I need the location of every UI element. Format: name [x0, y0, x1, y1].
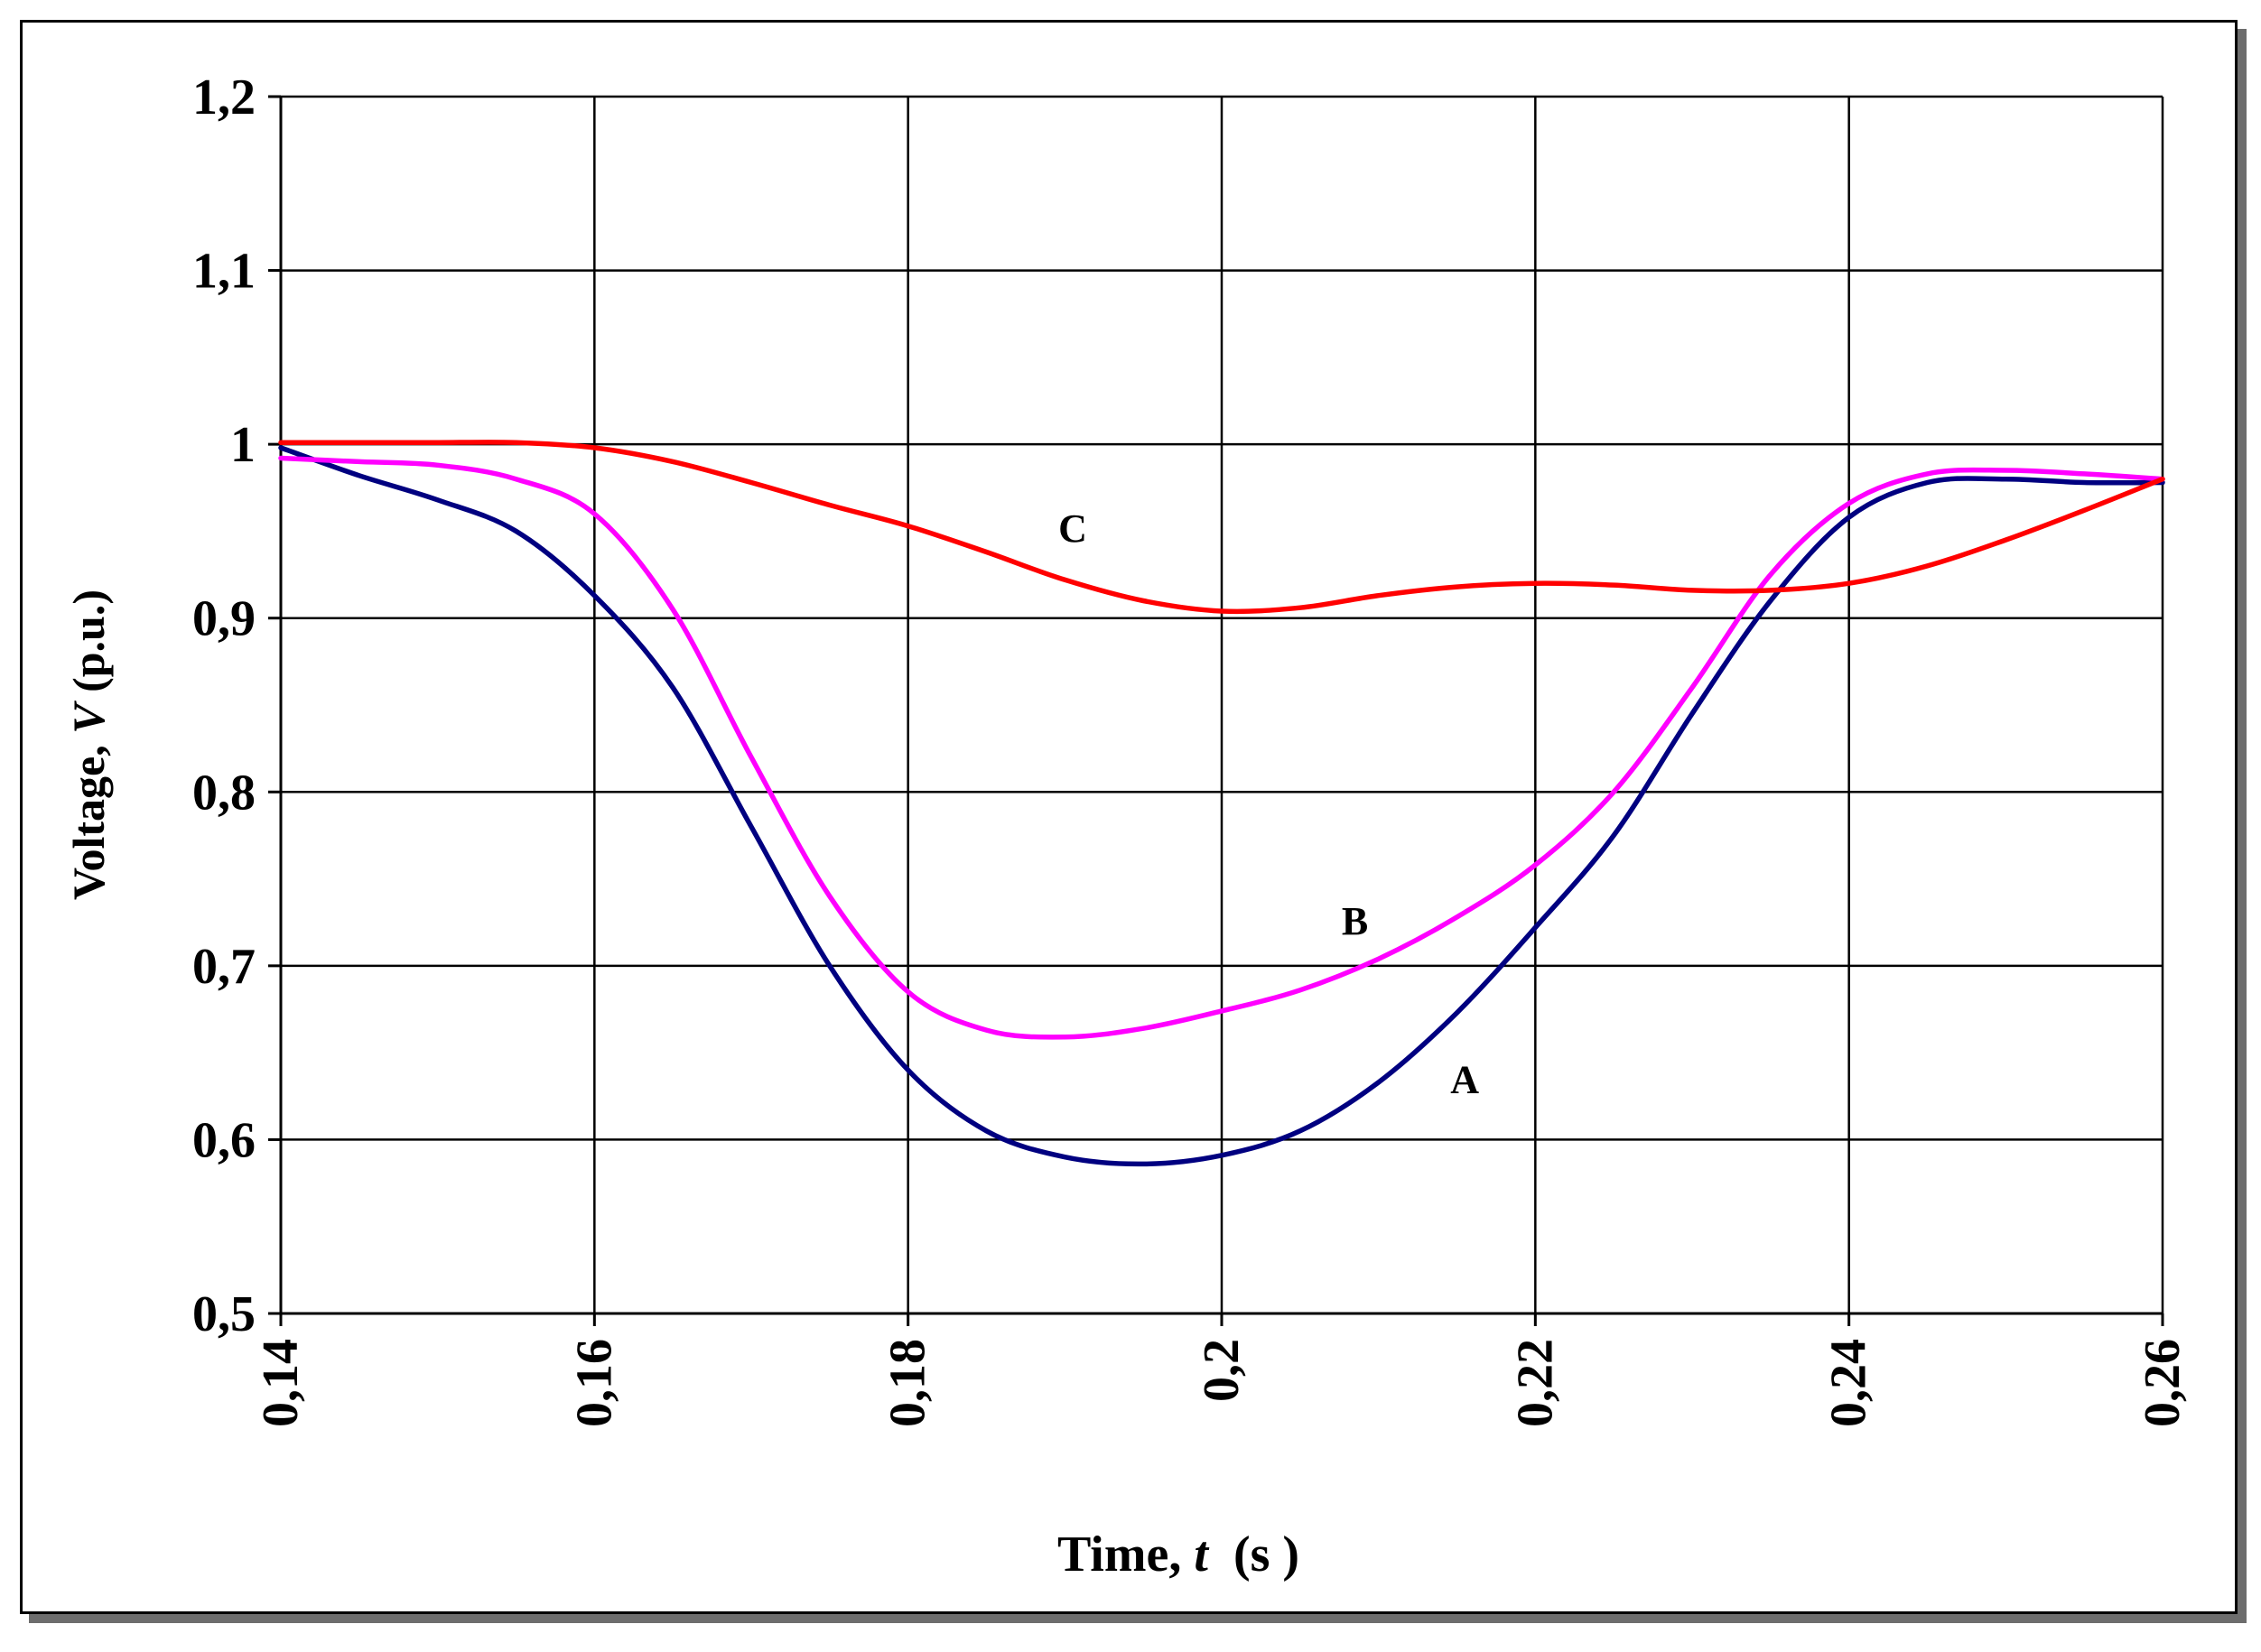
x-tick-label: 0,2 [1194, 1339, 1250, 1402]
series-label-C: C [1058, 506, 1087, 551]
y-tick-label: 1,1 [192, 244, 256, 300]
chart-frame: 0,5 0,6 0,7 0,8 0,9 1 1,1 1,2 0,14 0,16 0,18 0,2 0,… [20, 20, 2238, 1614]
y-tick-label: 0,6 [192, 1112, 256, 1168]
axes [268, 95, 2164, 1326]
series-labels: A B C [1058, 506, 1479, 1101]
x-axis-label-prefix: Time, [1057, 1527, 1194, 1582]
x-axis-label: Time, t (s ) [1057, 1527, 1299, 1582]
voltage-time-chart: 0,50,60,70,80,911,11,2 0,14 0,16 0,18 0,2 0,… [63, 70, 2191, 1582]
y-tick-label: 1 [230, 417, 256, 473]
series-line-C [278, 440, 2165, 615]
grid-lines [279, 95, 2164, 1315]
series-line-A [278, 445, 2165, 1167]
y-tick-label: 0,8 [192, 765, 256, 821]
y-axis-label-suffix: (p.u.) [63, 589, 114, 703]
series-line-B [278, 455, 2165, 1040]
x-tick-label: 0,24 [1821, 1339, 1877, 1427]
y-tick-label: 0,5 [192, 1286, 256, 1342]
y-axis-label-var: V [63, 701, 114, 734]
y-tick-label: 0,7 [192, 939, 256, 995]
y-tick-label: 0,9 [192, 591, 256, 647]
series-label-B: B [1342, 899, 1368, 943]
y-tick-labels: 0,5 0,6 0,7 0,8 0,9 1 1,1 1,2 [192, 70, 256, 1342]
x-tick-label: 0,16 [566, 1339, 622, 1427]
y-axis-label-prefix: Voltage, [63, 734, 114, 900]
x-tick-label: 0,14 [253, 1339, 309, 1427]
series-label-A: A [1450, 1057, 1479, 1101]
x-tick-label: 0,18 [880, 1339, 936, 1427]
x-axis-label-suffix: (s ) [1208, 1527, 1299, 1582]
y-tick-label: 1,2 [192, 70, 256, 125]
series-lines [278, 440, 2165, 1167]
y-axis-label: Voltage, V (p.u.) [63, 589, 114, 900]
x-tick-labels: 0,14 0,16 0,18 0,2 0,22 0,24 0,26 [253, 1339, 2191, 1427]
x-tick-label: 0,26 [2135, 1339, 2191, 1427]
x-axis-label-var: t [1194, 1527, 1209, 1582]
x-tick-label: 0,22 [1507, 1339, 1563, 1427]
